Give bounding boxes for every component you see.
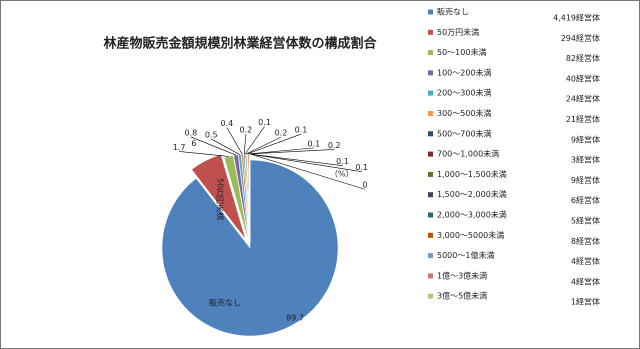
legend-swatch <box>428 171 433 177</box>
leader-line <box>249 153 362 173</box>
data-label: 0.1 <box>307 139 320 148</box>
count-label: 4経営体 <box>571 276 600 286</box>
data-label: 0.1 <box>336 157 349 166</box>
legend-swatch <box>428 273 433 279</box>
data-label: 89.7 <box>286 314 304 323</box>
count-label: 1経営体 <box>571 297 600 307</box>
legend-label: 2,000～3,000未満 <box>437 210 507 220</box>
data-label: 0.2 <box>240 126 253 135</box>
count-label: 4,419経営体 <box>553 13 600 23</box>
legend-swatch <box>428 232 433 238</box>
leader-line <box>211 138 240 155</box>
legend-swatch <box>428 293 433 299</box>
legend-swatch <box>428 70 433 76</box>
legend-swatch <box>428 212 433 218</box>
legend-swatch <box>428 131 433 137</box>
legend-label: 500～700未満 <box>437 128 492 138</box>
legend-label: 50万円未満 <box>437 27 479 37</box>
leader-line <box>243 134 247 155</box>
data-label: 0 <box>362 181 367 190</box>
count-label: 3経営体 <box>571 155 600 165</box>
legend-label: 100～200未満 <box>437 67 492 77</box>
count-label: 6経営体 <box>571 195 600 205</box>
legend-label: 1,500～2,000未満 <box>437 189 507 199</box>
data-label: 0.8 <box>185 128 198 137</box>
legend-label: 販売なし <box>437 7 469 17</box>
legend-label: 1億～3億未満 <box>437 270 487 280</box>
legend-label: 3億～5億未満 <box>437 291 487 301</box>
count-label: 4経営体 <box>571 256 600 266</box>
legend-label: 3,000～5000未満 <box>437 230 504 240</box>
data-label: 0.4 <box>221 119 234 128</box>
leader-line <box>244 126 265 155</box>
legend-swatch <box>428 29 433 35</box>
count-label: 294経営体 <box>561 33 600 43</box>
legend-swatch <box>428 253 433 259</box>
count-label: 82経営体 <box>566 53 600 63</box>
count-label: 24経営体 <box>566 94 600 104</box>
legend-label: 50～100未満 <box>437 47 486 57</box>
leader-line <box>246 133 302 155</box>
count-label: 5経営体 <box>571 216 600 226</box>
slice-label: 50万円未満 <box>216 178 225 221</box>
pie-slice <box>161 159 339 337</box>
legend-swatch <box>428 151 433 157</box>
count-label: 9経営体 <box>571 175 600 185</box>
legend-label: 1,000～1,500未満 <box>437 169 507 179</box>
chart-title: 林産物販売金額規模別林業経営体数の構成割合 <box>103 36 377 52</box>
legend-swatch <box>428 111 433 116</box>
data-label: 0.5 <box>205 130 218 139</box>
data-label: 0.2 <box>275 129 288 138</box>
data-label: 6 <box>191 139 196 148</box>
slice-label: 販売なし <box>209 298 241 308</box>
pie-slice <box>191 154 246 240</box>
legend-label: 700～1,000未満 <box>437 149 499 159</box>
data-label: 0.1 <box>355 163 368 172</box>
legend-swatch <box>428 192 433 198</box>
leader-line <box>190 136 237 156</box>
count-label: 40経営体 <box>566 73 600 83</box>
leader-line <box>249 153 343 166</box>
legend-swatch <box>428 9 433 15</box>
leader-line <box>247 147 314 155</box>
legend-swatch <box>428 90 433 96</box>
data-label: 1.7 <box>173 143 186 152</box>
count-label: 21経営体 <box>566 114 600 124</box>
data-label: 0.1 <box>258 118 271 127</box>
unit-note: （%） <box>330 170 354 179</box>
leader-line <box>226 127 243 155</box>
count-label: 8経営体 <box>571 236 600 246</box>
data-label: 0.1 <box>295 126 308 135</box>
data-label: 0.2 <box>328 141 341 150</box>
leader-line <box>179 151 229 157</box>
legend-swatch <box>428 50 433 56</box>
count-label: 9経営体 <box>571 134 600 144</box>
legend-label: 200～300未満 <box>437 88 492 98</box>
leader-line <box>245 136 282 155</box>
leader-line <box>248 149 335 155</box>
legend-label: 5000～1億未満 <box>437 250 494 260</box>
leader-line <box>249 153 366 190</box>
legend-label: 300～500未満 <box>437 108 492 118</box>
